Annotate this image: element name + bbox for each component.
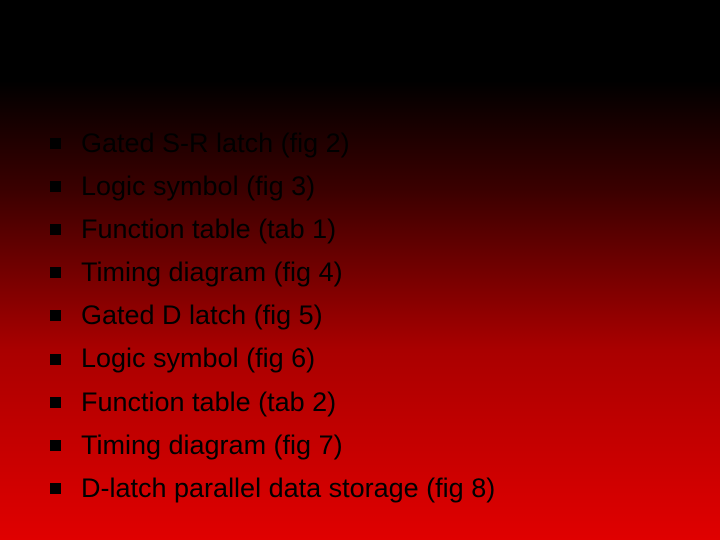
list-item: Function table (tab 2) — [50, 385, 720, 420]
list-item: Logic symbol (fig 6) — [50, 341, 720, 376]
list-item-text: Timing diagram (fig 7) — [81, 428, 343, 463]
list-item: Gated S-R latch (fig 2) — [50, 126, 720, 161]
list-item: Gated D latch (fig 5) — [50, 298, 720, 333]
bullet-icon — [50, 267, 61, 278]
bullet-icon — [50, 310, 61, 321]
list-item-text: Timing diagram (fig 4) — [81, 255, 343, 290]
list-item: D-latch parallel data storage (fig 8) — [50, 471, 720, 506]
list-item-text: Logic symbol (fig 3) — [81, 169, 315, 204]
list-item: Timing diagram (fig 4) — [50, 255, 720, 290]
list-item-text: Gated D latch (fig 5) — [81, 298, 323, 333]
bullet-icon — [50, 181, 61, 192]
list-item: Logic symbol (fig 3) — [50, 169, 720, 204]
bullet-icon — [50, 397, 61, 408]
list-item: Function table (tab 1) — [50, 212, 720, 247]
bullet-icon — [50, 138, 61, 149]
slide: Edge triggered flop-flop Gated S-R latch… — [0, 0, 720, 540]
list-item-text: Gated S-R latch (fig 2) — [81, 126, 350, 161]
list-item-text: Function table (tab 1) — [81, 212, 336, 247]
bullet-icon — [50, 354, 61, 365]
list-item-text: Logic symbol (fig 6) — [81, 341, 315, 376]
bullet-icon — [50, 440, 61, 451]
bullet-icon — [50, 224, 61, 235]
bullet-icon — [50, 483, 61, 494]
list-item-text: D-latch parallel data storage (fig 8) — [81, 471, 495, 506]
slide-content: Gated S-R latch (fig 2) Logic symbol (fi… — [0, 96, 720, 506]
list-item: Timing diagram (fig 7) — [50, 428, 720, 463]
list-item-text: Function table (tab 2) — [81, 385, 336, 420]
slide-title: Edge triggered flop-flop — [0, 0, 720, 96]
